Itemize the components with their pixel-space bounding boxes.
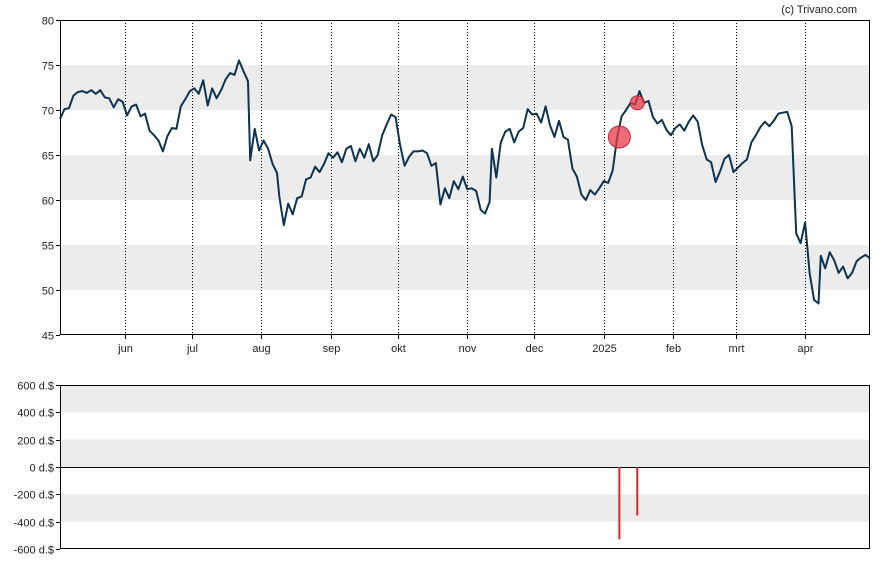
price-band [60,155,870,200]
x-tick-label: nov [459,343,477,355]
volume-band [60,494,870,522]
y-tick-label: 75 [42,61,54,73]
volume-band [60,439,870,467]
volume-bar-series [618,467,639,540]
y-tick-label: 70 [42,106,54,118]
price-chart-frame [60,20,870,335]
price-y-axis: 45 50 55 60 65 70 75 80 [42,16,60,343]
volume-y-tick-label: 200 d.$ [17,436,54,448]
x-tick-label: sep [323,343,341,355]
volume-y-tick-label: 0 d.$ [30,463,54,475]
volume-y-tick-label: -600 d.$ [14,545,54,557]
volume-chart-bands [60,385,870,522]
volume-y-tick-label: 600 d.$ [17,381,54,393]
price-line-series [59,59,871,305]
price-band [60,245,870,290]
x-tick-label: feb [666,343,681,355]
x-tick-label: jun [117,343,133,355]
volume-y-tick-label: -200 d.$ [14,490,54,502]
volume-chart-frame [60,385,870,549]
x-tick-label: okt [391,343,406,355]
y-tick-label: 45 [42,331,54,343]
price-chart-bands [60,65,870,290]
copyright-label: (c) Trivano.com [781,4,857,16]
volume-y-tick-label: -400 d.$ [14,518,54,530]
price-line [59,59,871,305]
y-tick-label: 65 [42,151,54,163]
y-tick-label: 50 [42,286,54,298]
price-plot-border [60,20,870,335]
volume-y-axis: 600 d.$ 400 d.$ 200 d.$ 0 d.$ -200 d.$ -400 d… [14,381,60,557]
y-tick-label: 60 [42,196,54,208]
x-tick-label: apr [798,343,814,355]
x-tick-label: jul [186,343,198,355]
x-tick-label: 2025 [592,343,616,355]
price-markers [607,95,645,149]
price-band [60,65,870,110]
transaction-marker [629,95,645,111]
transaction-marker [607,125,631,149]
volume-band [60,385,870,413]
x-tick-label: aug [252,343,270,355]
y-tick-label: 55 [42,241,54,253]
x-tick-label: dec [526,343,544,355]
y-tick-label: 80 [42,16,54,28]
price-x-axis: jun jul aug sep okt nov dec 2025 feb mrt apr [117,335,814,355]
x-tick-label: mrt [729,343,745,355]
volume-y-tick-label: 400 d.$ [17,408,54,420]
